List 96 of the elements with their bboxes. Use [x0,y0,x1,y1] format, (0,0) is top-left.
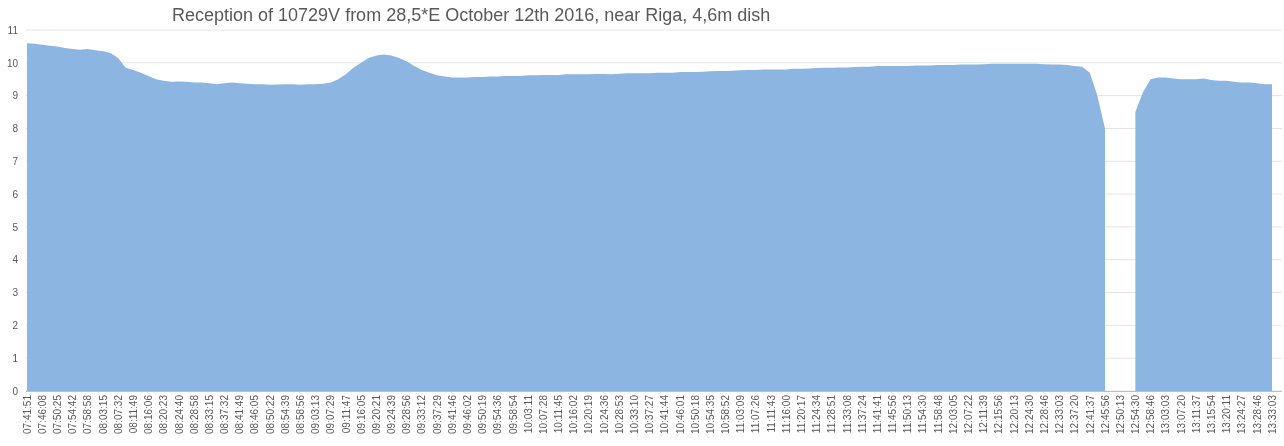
x-tick-label: 12:50:13 [1114,394,1126,434]
y-tick-label: 11 [7,24,19,36]
x-tick-label: 10:41:44 [659,394,671,434]
x-tick-label: 10:11:45 [553,394,565,434]
x-tick-label: 12:15:56 [993,394,1005,434]
x-tick-label: 09:07:29 [325,394,337,434]
x-tick-label: 08:28:58 [188,394,200,434]
x-tick-label: 07:54:42 [67,394,79,434]
x-tick-label: 08:58:56 [294,394,306,434]
x-tick-label: 13:20:11 [1221,394,1233,434]
x-tick-label: 10:20:19 [583,394,595,434]
x-tick-label: 12:54:30 [1130,394,1142,434]
x-tick-label: 07:46:08 [36,394,48,434]
x-tick-label: 10:54:35 [704,394,716,434]
y-tick-label: 8 [12,123,19,135]
y-tick-label: 3 [12,287,19,299]
y-tick-label: 1 [12,352,19,364]
y-tick-label: 5 [12,221,19,233]
x-tick-label: 10:16:02 [568,394,580,434]
y-tick-label: 6 [12,188,19,200]
x-tick-label: 11:03:09 [735,394,747,434]
x-tick-label: 07:58:58 [82,394,94,434]
x-tick-label: 08:41:49 [234,394,246,434]
x-tick-label: 11:50:13 [902,394,914,434]
x-tick-label: 09:24:39 [386,394,398,434]
x-tick-label: 13:11:37 [1190,394,1202,434]
x-tick-label: 12:45:56 [1099,394,1111,434]
x-tick-label: 11:20:17 [796,394,808,434]
x-tick-label: 10:37:27 [644,394,656,434]
x-tick-label: 08:46:05 [249,394,261,434]
x-tick-label: 13:07:20 [1175,394,1187,434]
x-tick-label: 12:07:22 [963,394,975,434]
x-tick-label: 12:37:20 [1069,394,1081,434]
x-tick-label: 10:03:11 [522,394,534,434]
x-tick-label: 09:03:13 [310,394,322,434]
x-tick-label: 12:24:30 [1023,394,1035,434]
x-tick-label: 08:11:49 [127,394,139,434]
x-tick-label: 08:07:32 [112,394,124,434]
x-tick-label: 13:33:03 [1266,394,1278,434]
y-tick-label: 7 [12,155,19,167]
x-tick-label: 09:41:46 [446,394,458,434]
x-tick-label: 08:37:32 [219,394,231,434]
x-tick-label: 11:37:24 [856,394,868,434]
x-tick-label: 08:50:22 [264,394,276,434]
x-tick-label: 13:28:46 [1251,394,1263,434]
x-tick-label: 10:58:52 [720,394,732,434]
y-tick-label: 0 [12,385,19,397]
x-tick-label: 09:20:21 [370,394,382,434]
x-tick-label: 10:46:01 [674,394,686,434]
y-tick-label: 10 [6,57,19,69]
x-tick-label: 11:11:43 [765,394,777,433]
x-tick-label: 11:07:26 [750,394,762,434]
x-tick-label: 10:28:53 [613,394,625,434]
x-tick-label: 08:16:06 [143,394,155,434]
x-tick-label: 11:45:56 [887,394,899,434]
x-tick-label: 09:50:19 [477,394,489,434]
x-tick-label: 13:15:54 [1205,394,1217,434]
x-tick-label: 09:58:54 [507,394,519,434]
x-tick-label: 12:03:05 [947,394,959,434]
x-tick-label: 12:41:37 [1084,394,1096,434]
x-tick-label: 07:50:25 [52,394,64,434]
x-tick-label: 09:33:12 [416,394,428,434]
x-tick-label: 11:24:34 [811,394,823,434]
x-tick-label: 11:16:00 [780,394,792,434]
y-tick-label: 4 [12,254,19,266]
y-tick-label: 2 [12,320,19,332]
x-tick-label: 09:46:02 [462,394,473,434]
x-tick-label: 09:11:47 [340,394,352,434]
x-tick-label: 13:24:27 [1236,394,1248,434]
x-tick-label: 08:24:40 [173,394,185,434]
x-tick-label: 07:41:51 [21,394,33,434]
x-tick-label: 11:41:41 [871,394,883,434]
x-tick-label: 11:58:48 [932,394,944,434]
x-tick-label: 11:28:51 [826,394,838,434]
x-tick-label: 09:16:05 [355,394,367,434]
x-tick-label: 08:03:15 [97,394,109,434]
x-tick-label: 12:20:13 [1008,394,1020,434]
x-tick-label: 10:07:28 [537,394,549,434]
chart-title: Reception of 10729V from 28,5*E October 12th 2016, near Riga, 4,6m dish [172,5,771,25]
x-tick-label: 09:28:56 [401,394,413,434]
x-tick-label: 09:54:36 [492,394,504,434]
x-tick-label: 13:03:03 [1160,394,1172,434]
x-tick-label: 08:33:15 [203,394,215,434]
x-tick-label: 12:58:46 [1145,394,1157,434]
x-tick-label: 08:54:39 [279,394,291,434]
x-tick-label: 12:11:39 [978,394,990,434]
x-tick-label: 12:28:46 [1038,394,1050,434]
x-tick-label: 09:37:29 [431,394,443,434]
x-tick-label: 12:33:03 [1054,394,1066,434]
y-tick-label: 9 [12,90,19,102]
x-tick-label: 08:20:23 [158,394,170,434]
x-tick-label: 10:50:18 [689,394,701,434]
x-tick-label: 10:24:36 [598,394,610,434]
x-tick-label: 11:33:08 [841,394,853,434]
x-tick-label: 10:33:10 [629,394,641,434]
x-tick-label: 11:54:30 [917,394,929,434]
